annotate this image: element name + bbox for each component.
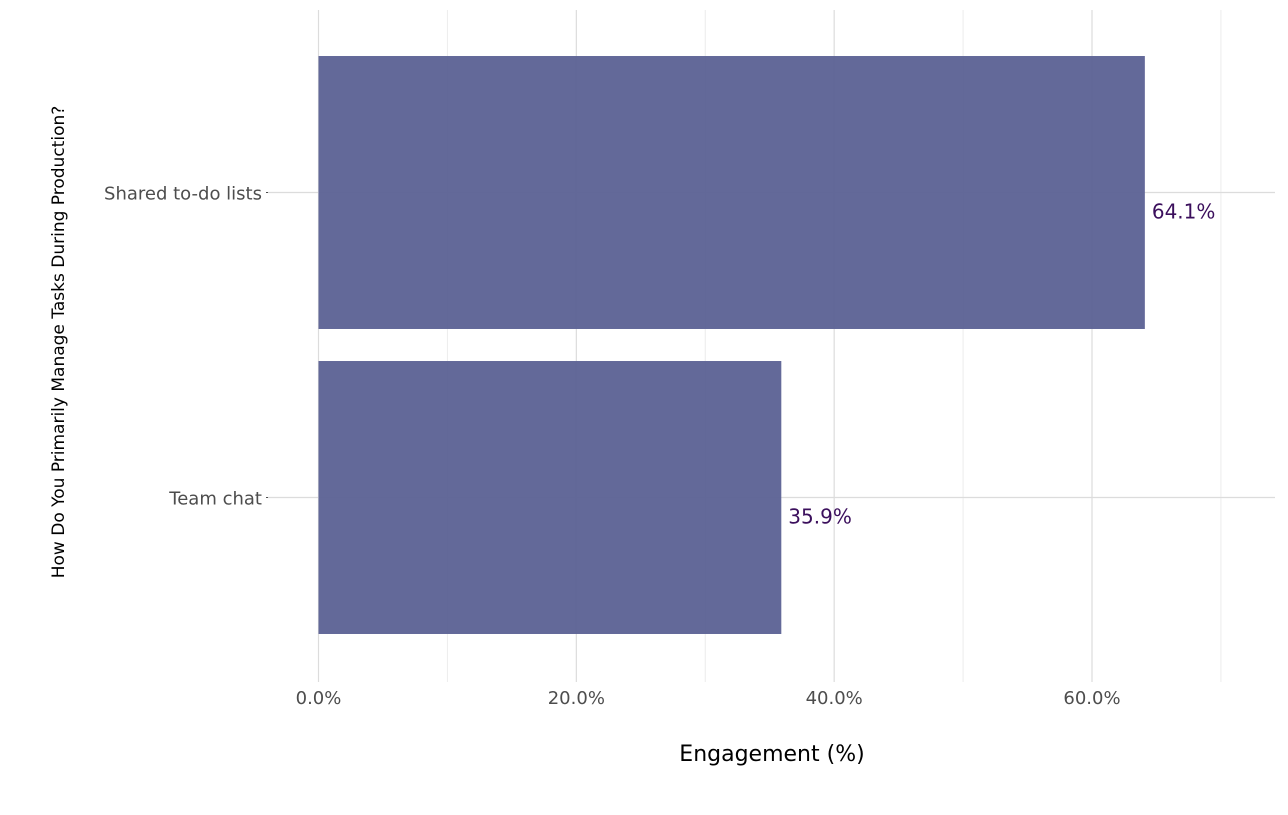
value-labels-layer: 64.1% 35.9% [788,200,1215,529]
x-tick-label: 20.0% [548,688,605,709]
y-tick-label: Shared to-do lists [104,184,262,205]
axes-layer: Shared to-do lists Team chat 0.0% 20.0% 40.0… [104,184,1121,710]
bar-value-label: 64.1% [1152,200,1216,224]
bar [318,361,782,634]
x-tick-label: 0.0% [296,688,342,709]
y-axis-title: How Do You Primarily Manage Tasks During… [49,106,69,579]
x-tick-label: 60.0% [1063,688,1120,709]
x-axis-title: Engagement (%) [679,742,864,767]
bar [318,56,1145,329]
bar-value-label: 35.9% [788,505,852,529]
x-tick-label: 40.0% [806,688,863,709]
bars-layer [318,56,1145,634]
y-tick-label: Team chat [168,489,262,510]
